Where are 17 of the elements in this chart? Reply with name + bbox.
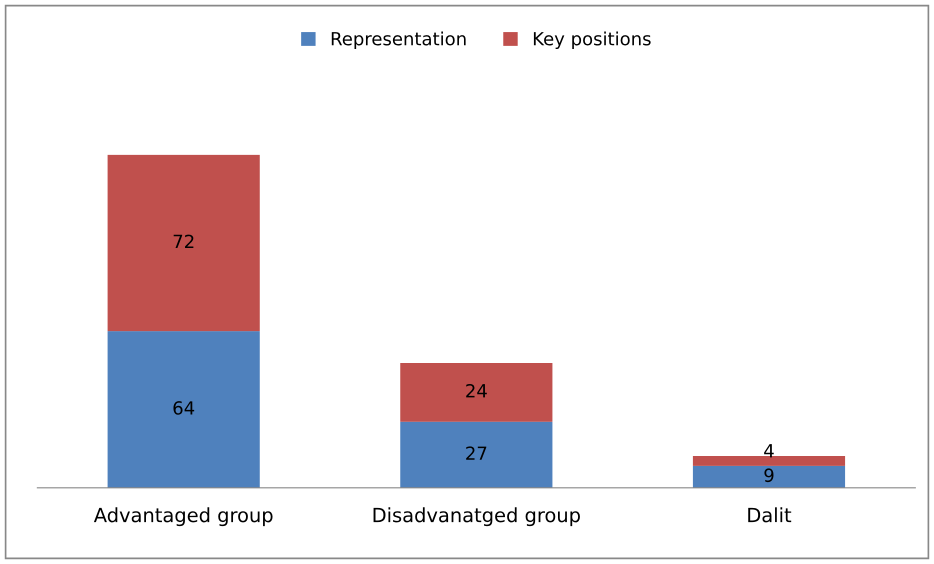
data-label: 24 xyxy=(466,384,487,398)
bar xyxy=(400,422,552,488)
data-label: 4 xyxy=(764,444,774,458)
bar xyxy=(108,154,260,332)
x-tick-label: Dalit xyxy=(748,507,792,522)
x-tick-label: Disadvanatged group xyxy=(374,507,580,526)
bar xyxy=(692,466,846,488)
bar xyxy=(108,331,260,488)
data-label: 64 xyxy=(173,401,194,415)
legend-label: Representation xyxy=(332,32,466,50)
legend-label: Key positions xyxy=(534,32,651,50)
bar xyxy=(400,362,552,422)
data-label: 27 xyxy=(466,446,486,460)
data-label: 9 xyxy=(764,468,774,482)
x-tick-label: Advantaged group xyxy=(94,507,273,526)
data-label: 72 xyxy=(174,234,194,248)
bar xyxy=(692,456,846,466)
